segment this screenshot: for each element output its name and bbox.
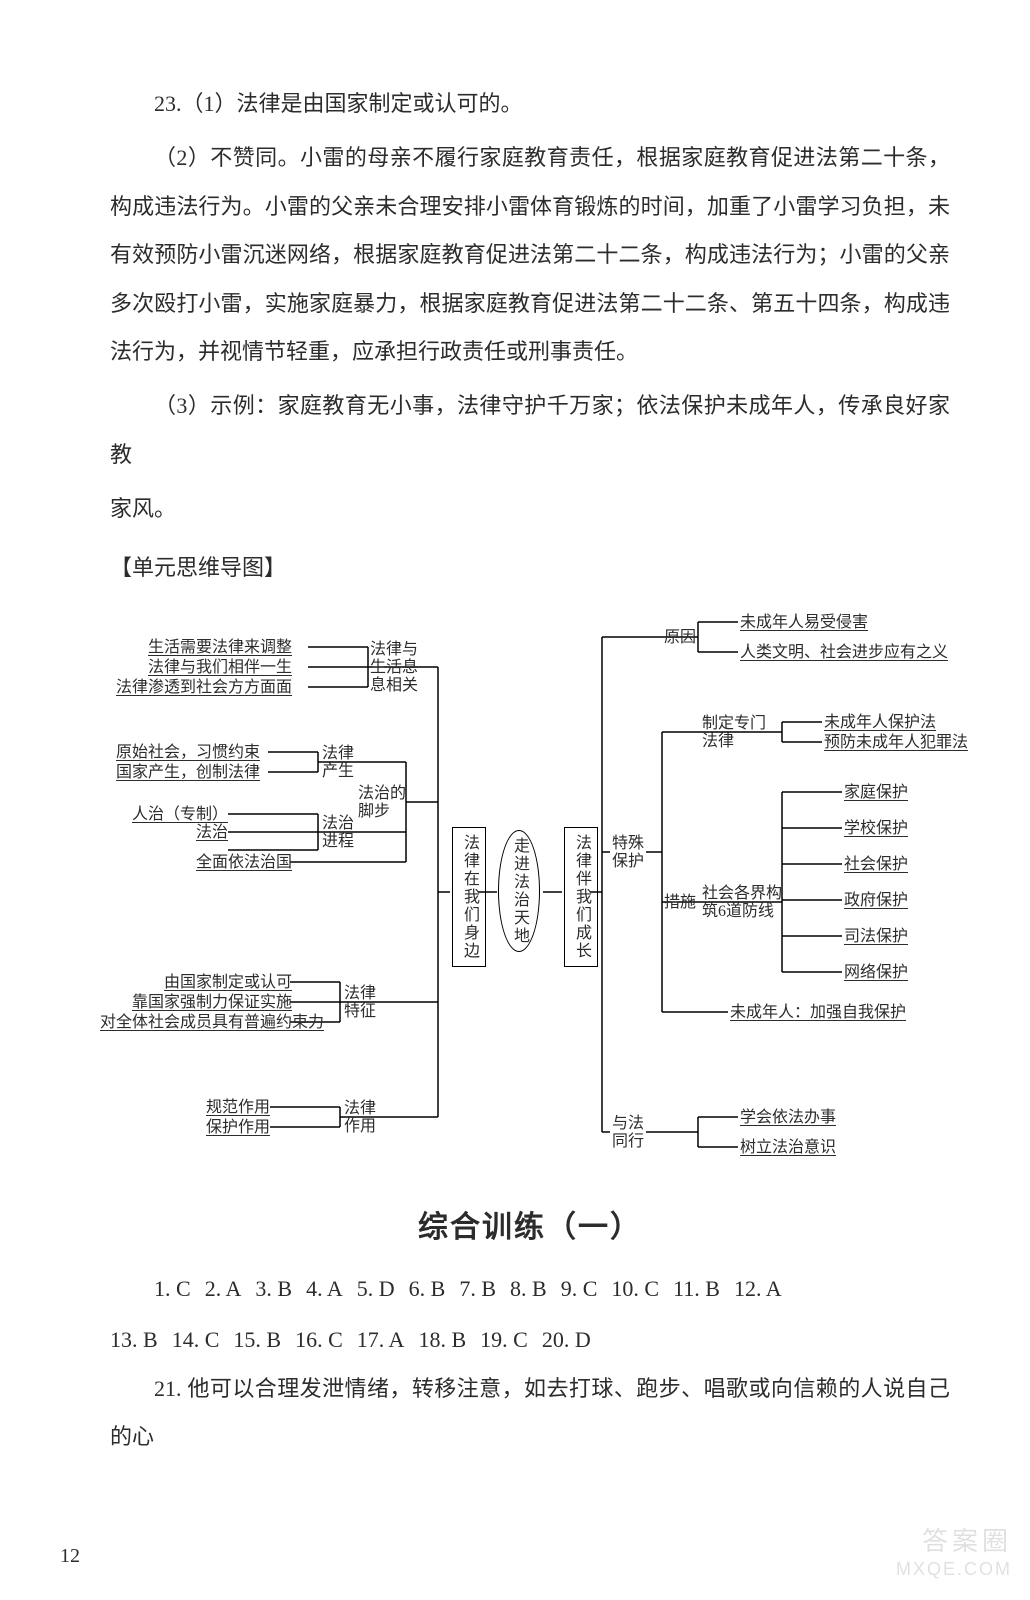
- mm-g1-item0: 生活需要法律来调整: [148, 638, 292, 659]
- mm-r1-item1: 人类文明、社会进步应有之义: [740, 643, 948, 664]
- mm-r2b-item3: 政府保护: [844, 891, 908, 912]
- mm-g4-item1: 保护作用: [206, 1118, 270, 1139]
- answer-item: 2. A: [205, 1276, 242, 1301]
- answers-block: 1. C 2. A 3. B 4. A 5. D 6. B 7. B 8. B 9. C 10. …: [110, 1264, 950, 1365]
- q23-p3b: 家风。: [110, 485, 950, 533]
- training-heading: 综合训练（一）: [110, 1202, 950, 1246]
- mm-center: 走进法治天地: [498, 830, 540, 952]
- answer-item: 4. A: [306, 1276, 343, 1301]
- answer-item: 19. C: [480, 1327, 528, 1352]
- mm-r2-label2: 保护: [612, 852, 644, 873]
- answer-item: 14. C: [172, 1327, 220, 1352]
- mm-r2a-item0: 未成年人保护法: [824, 713, 936, 734]
- mm-g1-item1: 法律与我们相伴一生: [148, 658, 292, 679]
- mm-g3-item2: 对全体社会成员具有普遍约束力: [100, 1013, 324, 1034]
- page-number: 12: [60, 1545, 80, 1568]
- q23-p2: （2）不赞同。小雷的母亲不履行家庭教育责任，根据家庭教育促进法第二十条，构成违法…: [110, 134, 950, 376]
- answer-item: 10. C: [611, 1276, 659, 1301]
- mm-r2b-item1: 学校保护: [844, 819, 908, 840]
- mm-left-main: 法律在我们身边: [452, 827, 486, 967]
- answer-item: 1. C: [154, 1276, 191, 1301]
- mm-r1-item0: 未成年人易受侵害: [740, 613, 868, 634]
- watermark-bottom: MXQE.COM: [896, 1558, 1012, 1581]
- mm-g2a-item0: 原始社会，习惯约束: [116, 743, 260, 764]
- mm-r2-extra: 未成年人：加强自我保护: [730, 1003, 906, 1024]
- mindmap: 走进法治天地 法律在我们身边 法律伴我们成长 法律与 生活息 息相关 生活需要法…: [110, 602, 950, 1182]
- mm-r3-item1: 树立法治意识: [740, 1138, 836, 1159]
- mm-r2b-item5: 网络保护: [844, 963, 908, 984]
- mm-right-main: 法律伴我们成长: [564, 827, 598, 967]
- watermark: 答案圈 MXQE.COM: [896, 1525, 1012, 1580]
- answers-row-1: 1. C 2. A 3. B 4. A 5. D 6. B 7. B 8. B 9. C 10. …: [110, 1264, 950, 1315]
- mm-g1-label3: 息相关: [370, 676, 418, 697]
- mm-r2b-item4: 司法保护: [844, 927, 908, 948]
- mm-g2a-item1: 国家产生，创制法律: [116, 763, 260, 784]
- mm-r2b-item0: 家庭保护: [844, 783, 908, 804]
- mm-g3-item0: 由国家制定或认可: [164, 973, 292, 994]
- answer-item: 8. B: [510, 1276, 547, 1301]
- q23-p1: 23.（1）法律是由国家制定或认可的。: [110, 80, 950, 128]
- page-root: 23.（1）法律是由国家制定或认可的。 （2）不赞同。小雷的母亲不履行家庭教育责…: [0, 0, 1030, 1600]
- mm-r2-measure: 措施: [664, 893, 696, 914]
- answer-item: 15. B: [233, 1327, 281, 1352]
- section-label: 【单元思维导图】: [110, 544, 950, 592]
- mm-r2b-label2: 筑6道防线: [702, 902, 774, 923]
- q23-p3a: （3）示例：家庭教育无小事，法律守护千万家；依法保护未成年人，传承良好家教: [110, 382, 950, 479]
- watermark-top: 答案圈: [896, 1525, 1012, 1558]
- mm-g1-item2: 法律渗透到社会方方面面: [116, 678, 292, 699]
- mm-g4-item0: 规范作用: [206, 1098, 270, 1119]
- answer-item: 9. C: [561, 1276, 598, 1301]
- answer-item: 16. C: [295, 1327, 343, 1352]
- mm-r2b-item2: 社会保护: [844, 855, 908, 876]
- mm-g2b-label2: 进程: [322, 832, 354, 853]
- mm-r2a-item1: 预防未成年人犯罪法: [824, 733, 968, 754]
- answer-item: 11. B: [673, 1276, 720, 1301]
- mm-r1-label1: 原因: [664, 628, 696, 649]
- mm-g3-label2: 特征: [344, 1002, 376, 1023]
- q21: 21. 他可以合理发泄情绪，转移注意，如去打球、跑步、唱歌或向信赖的人说自己的心: [110, 1365, 950, 1462]
- answer-item: 7. B: [459, 1276, 496, 1301]
- answer-item: 13. B: [110, 1327, 158, 1352]
- answer-item: 5. D: [357, 1276, 395, 1301]
- answer-item: 6. B: [409, 1276, 446, 1301]
- mm-g4-label2: 作用: [344, 1117, 376, 1138]
- answer-item: 17. A: [357, 1327, 405, 1352]
- answers-row-2: 13. B 14. C 15. B 16. C 17. A 18. B 19. C 20. D: [110, 1315, 950, 1366]
- mm-r2a-label2: 法律: [702, 732, 734, 753]
- mm-g2-label2: 脚步: [358, 802, 390, 823]
- answer-item: 18. B: [418, 1327, 466, 1352]
- mm-g2b-item1: 法治: [196, 823, 228, 844]
- answer-item: 3. B: [255, 1276, 292, 1301]
- answer-item: 12. A: [734, 1276, 782, 1301]
- mm-g3-item1: 靠国家强制力保证实施: [132, 993, 292, 1014]
- mm-r3-label2: 同行: [612, 1132, 644, 1153]
- mm-g2b-item2: 全面依法治国: [196, 853, 292, 874]
- mm-g2a-label2: 产生: [322, 762, 354, 783]
- answer-item: 20. D: [542, 1327, 591, 1352]
- mm-r3-item0: 学会依法办事: [740, 1108, 836, 1129]
